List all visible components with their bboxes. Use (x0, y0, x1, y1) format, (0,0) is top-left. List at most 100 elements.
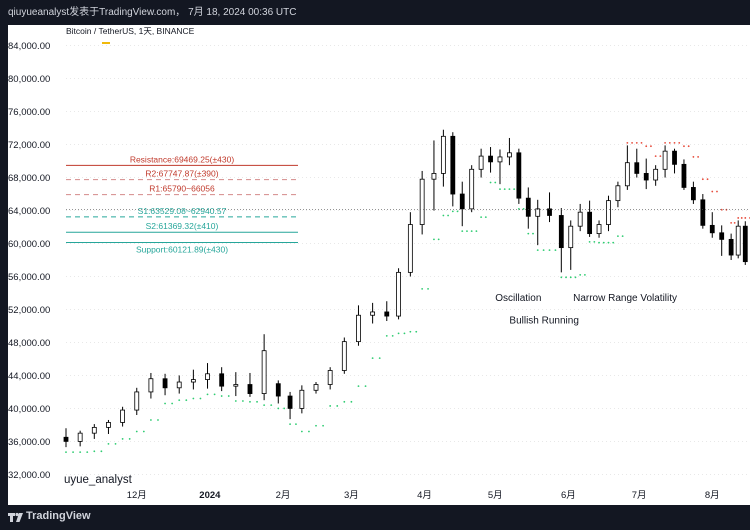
trail-dot (565, 276, 567, 279)
candle-body (313, 384, 319, 391)
y-tick-label: 60,000.00 (8, 239, 50, 250)
trail-dot (206, 393, 209, 396)
annotation-label: Narrow Range Volatility (573, 293, 677, 304)
header-bar: qiuyueanalyst发表于TradingView.com， 7月 18, … (0, 0, 750, 25)
trail-dot (397, 332, 400, 335)
trail-dot (178, 399, 181, 402)
x-tick-label: 2月 (276, 490, 291, 501)
candle-body (615, 185, 621, 202)
trail-dot (300, 430, 303, 433)
trail-dot (626, 142, 629, 144)
trail-dot (548, 249, 551, 252)
candle-body (327, 370, 333, 385)
trail-dot (475, 230, 478, 233)
x-tick-label: 2024 (199, 490, 221, 501)
trail-dot (256, 400, 258, 403)
chart-title: Bitcoin / TetherUS, 1天, BINANCE (66, 26, 195, 36)
y-tick-label: 32,000.00 (8, 470, 50, 481)
trail-dot (621, 235, 624, 237)
level-label: Support:60121.89(±430) (136, 245, 228, 255)
trail-dot (640, 142, 643, 144)
trail-dot (480, 216, 483, 219)
trail-dot (199, 397, 202, 400)
trail-dot (357, 385, 360, 388)
candle-body (77, 432, 83, 442)
price-chart[interactable]: 32,000.00 36,000.00 40,000.00 44,000.00 48,0… (8, 25, 750, 505)
trail-dot (503, 188, 506, 190)
level-label: R2:67747.87(±390) (145, 169, 218, 179)
candle-body (596, 224, 602, 235)
trail-dot (554, 249, 557, 252)
trail-dot (93, 450, 96, 453)
trail-dot (569, 276, 572, 279)
trail-dot (289, 423, 291, 425)
candle-body (606, 200, 611, 225)
trail-dot (737, 217, 740, 219)
trail-dot (65, 451, 67, 454)
trail-dot (499, 188, 501, 190)
chart-panel[interactable]: 32,000.00 36,000.00 40,000.00 44,000.00 48,0… (8, 25, 750, 505)
trail-dot (378, 357, 381, 360)
tradingview-logo-icon[interactable] (8, 511, 24, 523)
trail-dot (128, 438, 131, 440)
trail-dot (470, 230, 473, 233)
trail-dot (574, 276, 577, 279)
x-tick-label: 7月 (632, 490, 647, 501)
x-tick-label: 8月 (705, 490, 720, 501)
trail-dot (484, 216, 487, 219)
trail-dot (687, 145, 690, 148)
candle-body (719, 232, 725, 240)
candles[interactable] (63, 129, 750, 448)
candle-body (148, 378, 154, 393)
y-tick-label: 64,000.00 (8, 206, 50, 217)
candle-body (370, 311, 376, 316)
trail-dot (536, 249, 539, 252)
trail-dot (171, 402, 174, 405)
candle-body (662, 150, 668, 170)
candle-body (672, 150, 677, 165)
trail-dot (121, 438, 124, 440)
x-tick-label: 12月 (127, 490, 147, 501)
trail-dot (733, 221, 736, 224)
trail-dot (489, 181, 492, 184)
trail-dot (730, 221, 733, 224)
annotations: Oscillation Narrow Range Volatility Bullis… (495, 293, 677, 326)
candle-body (450, 135, 456, 195)
trail-dot (645, 145, 648, 148)
candle-body (469, 168, 475, 210)
x-axis: 12月 2024 2月 3月 4月 5月 6月 7月 8月 (127, 490, 720, 501)
trail-dot (451, 210, 454, 213)
trail-dot (522, 207, 525, 210)
y-tick-label: 48,000.00 (8, 338, 50, 349)
candle-body (275, 383, 281, 397)
trail-dot (135, 430, 138, 433)
trail-dot (343, 400, 346, 403)
candle-body (91, 426, 97, 434)
trail-dot (466, 230, 468, 233)
candle-body (106, 422, 111, 428)
candle-body (643, 173, 649, 181)
trail-dot (607, 241, 610, 244)
trail-dot (308, 430, 310, 433)
trail-dot (701, 178, 704, 181)
trail-dot (461, 230, 464, 233)
trail-dot (263, 404, 266, 407)
candle-body (558, 215, 564, 249)
trail-dot (433, 238, 435, 241)
candle-body (497, 156, 503, 163)
candle-body (507, 152, 512, 158)
trail-dot (668, 142, 671, 144)
trail-dot (720, 208, 723, 211)
trail-dot (635, 142, 638, 144)
trail-dot (442, 214, 445, 217)
annotation-label: Bullish Running (509, 315, 578, 326)
candle-body (162, 378, 168, 389)
trail-dot (270, 404, 273, 407)
trail-dot (403, 332, 406, 335)
candle-body (478, 155, 484, 170)
trail-dot (391, 334, 394, 337)
trail-dot (277, 407, 280, 410)
trail-dot (588, 240, 591, 243)
candle-body (525, 197, 531, 217)
trail-dot (740, 217, 743, 219)
